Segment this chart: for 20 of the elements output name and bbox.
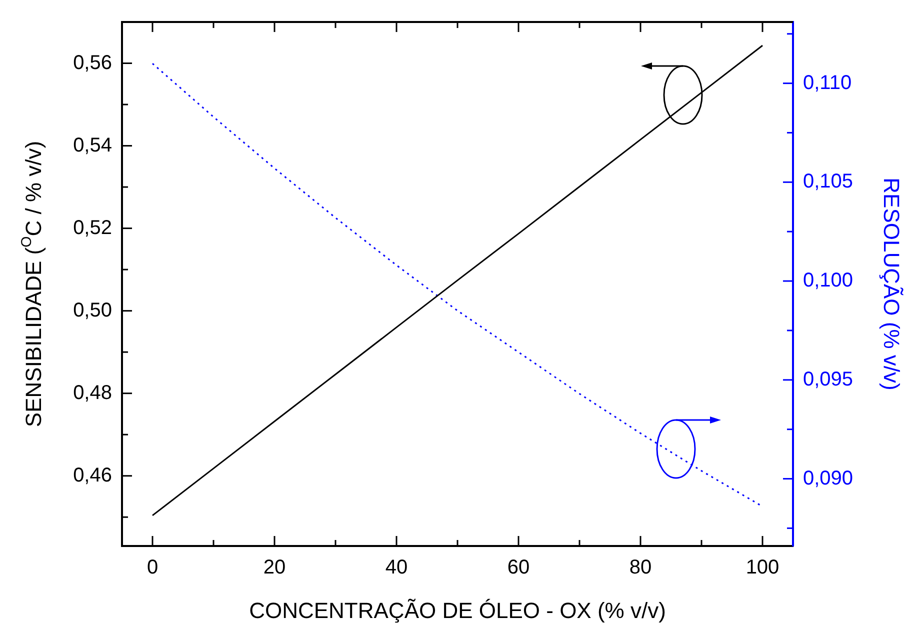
y-axis-title: SENSIBILIDADE (OC / % v/v) — [19, 140, 46, 428]
y-tick-label: 0,48 — [73, 382, 112, 404]
x-axis-title: CONCENTRAÇÃO DE ÓLEO - OX (% v/v) — [249, 598, 666, 624]
y2-axis-title: RESOLUÇÃO (% v/v) — [878, 178, 904, 390]
y2-tick-label: 0,110 — [803, 72, 852, 94]
x-tick-label: 80 — [629, 556, 652, 579]
y2-tick-label: 0,100 — [803, 270, 854, 292]
y-tick-label: 0,52 — [73, 216, 112, 239]
y-tick-label: 0,54 — [73, 134, 112, 156]
y2-tick-label: 0,090 — [803, 467, 854, 490]
y-tick-label: 0,50 — [73, 299, 112, 322]
x-tick-label: 20 — [263, 556, 286, 579]
y2-tick-label: 0,105 — [803, 170, 854, 193]
x-tick-label: 0 — [146, 556, 158, 579]
y-tick-label: 0,46 — [73, 464, 112, 486]
x-tick-label: 60 — [507, 556, 530, 579]
y-tick-label: 0,56 — [73, 52, 112, 74]
y2-tick-label: 0,095 — [803, 368, 854, 390]
x-tick-label: 40 — [385, 556, 408, 579]
x-tick-label: 100 — [746, 556, 780, 579]
